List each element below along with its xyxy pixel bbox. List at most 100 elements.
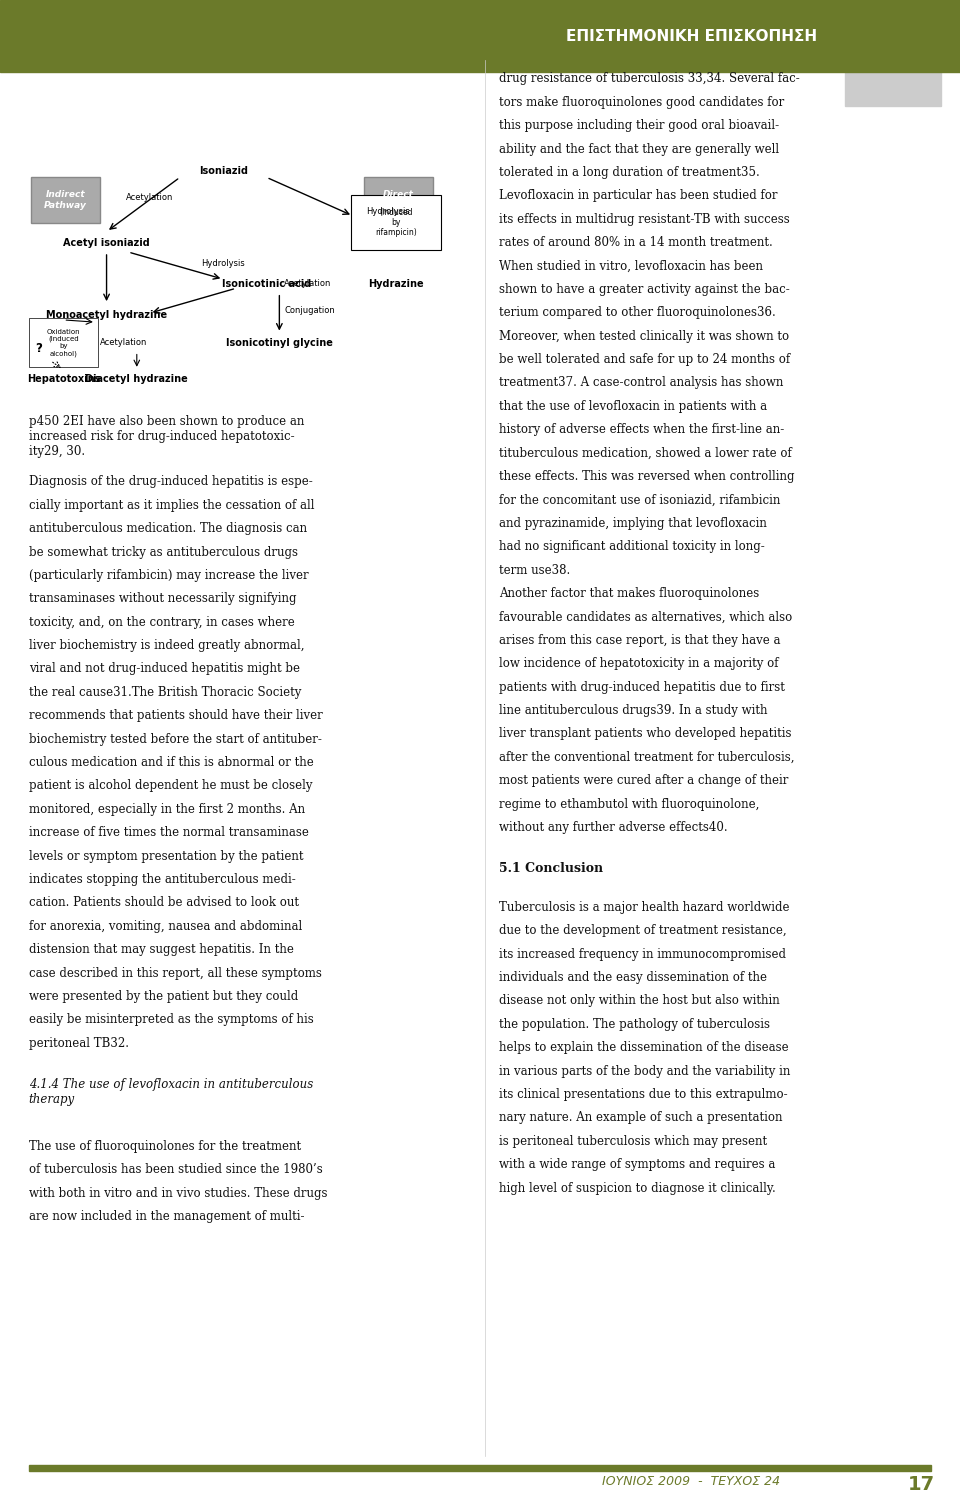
Text: the population. The pathology of tuberculosis: the population. The pathology of tubercu… bbox=[499, 1019, 770, 1031]
Text: tituberculous medication, showed a lower rate of: tituberculous medication, showed a lower… bbox=[499, 447, 792, 460]
Text: p450 2EI have also been shown to produce an
increased risk for drug-induced hepa: p450 2EI have also been shown to produce… bbox=[29, 415, 304, 457]
Text: drug resistance of tuberculosis 33,34. Several fac-: drug resistance of tuberculosis 33,34. S… bbox=[499, 72, 800, 86]
Text: line antituberculous drugs39. In a study with: line antituberculous drugs39. In a study… bbox=[499, 703, 768, 717]
Text: individuals and the easy dissemination of the: individuals and the easy dissemination o… bbox=[499, 972, 767, 984]
Text: term use38.: term use38. bbox=[499, 564, 570, 576]
Text: most patients were cured after a change of their: most patients were cured after a change … bbox=[499, 774, 788, 788]
Text: 17: 17 bbox=[908, 1476, 935, 1494]
Text: arises from this case report, is that they have a: arises from this case report, is that th… bbox=[499, 634, 780, 647]
Text: patients with drug-induced hepatitis due to first: patients with drug-induced hepatitis due… bbox=[499, 681, 785, 694]
Text: its clinical presentations due to this extrapulmo-: its clinical presentations due to this e… bbox=[499, 1088, 788, 1102]
Text: (particularly rifambicin) may increase the liver: (particularly rifambicin) may increase t… bbox=[29, 569, 308, 582]
Text: are now included in the management of multi-: are now included in the management of mu… bbox=[29, 1210, 304, 1224]
Text: of tuberculosis has been studied since the 1980’s: of tuberculosis has been studied since t… bbox=[29, 1163, 323, 1177]
Text: and pyrazinamide, implying that levofloxacin: and pyrazinamide, implying that levoflox… bbox=[499, 516, 767, 530]
Text: favourable candidates as alternatives, which also: favourable candidates as alternatives, w… bbox=[499, 611, 792, 623]
Text: Isoniazid: Isoniazid bbox=[199, 166, 248, 175]
Text: antituberculous medication. The diagnosis can: antituberculous medication. The diagnosi… bbox=[29, 522, 307, 536]
FancyBboxPatch shape bbox=[29, 317, 98, 367]
Text: 5.1 Conclusion: 5.1 Conclusion bbox=[499, 863, 603, 875]
Text: were presented by the patient but they could: were presented by the patient but they c… bbox=[29, 990, 298, 1003]
Bar bbox=[0, 0, 960, 72]
Text: is peritoneal tuberculosis which may present: is peritoneal tuberculosis which may pre… bbox=[499, 1135, 767, 1148]
Text: increase of five times the normal transaminase: increase of five times the normal transa… bbox=[29, 825, 309, 839]
Text: rates of around 80% in a 14 month treatment.: rates of around 80% in a 14 month treatm… bbox=[499, 237, 773, 249]
Text: Conjugation: Conjugation bbox=[284, 306, 335, 315]
Text: peritoneal TB32.: peritoneal TB32. bbox=[29, 1037, 129, 1050]
Text: (Induced
by
rifampicin): (Induced by rifampicin) bbox=[375, 208, 417, 237]
Text: these effects. This was reversed when controlling: these effects. This was reversed when co… bbox=[499, 471, 795, 483]
Text: Monoacetyl hydrazine: Monoacetyl hydrazine bbox=[46, 311, 167, 320]
FancyBboxPatch shape bbox=[31, 177, 100, 222]
Text: had no significant additional toxicity in long-: had no significant additional toxicity i… bbox=[499, 540, 765, 554]
Text: Acetylation: Acetylation bbox=[100, 338, 148, 347]
Text: Hydrolysis: Hydrolysis bbox=[366, 207, 410, 216]
Text: tors make fluoroquinolones good candidates for: tors make fluoroquinolones good candidat… bbox=[499, 97, 784, 109]
Text: liver biochemistry is indeed greatly abnormal,: liver biochemistry is indeed greatly abn… bbox=[29, 640, 304, 652]
Text: Levofloxacin in particular has been studied for: Levofloxacin in particular has been stud… bbox=[499, 189, 778, 202]
Text: shown to have a greater activity against the bac-: shown to have a greater activity against… bbox=[499, 284, 790, 296]
Text: treatment37. A case-control analysis has shown: treatment37. A case-control analysis has… bbox=[499, 376, 783, 389]
Text: Hydrazine: Hydrazine bbox=[369, 279, 423, 288]
Text: liver transplant patients who developed hepatitis: liver transplant patients who developed … bbox=[499, 727, 792, 741]
Text: for the concomitant use of isoniazid, rifambicin: for the concomitant use of isoniazid, ri… bbox=[499, 493, 780, 507]
Text: be well tolerated and safe for up to 24 months of: be well tolerated and safe for up to 24 … bbox=[499, 353, 790, 367]
Text: that the use of levofloxacin in patients with a: that the use of levofloxacin in patients… bbox=[499, 400, 767, 413]
Text: ?: ? bbox=[36, 341, 42, 355]
Text: levels or symptom presentation by the patient: levels or symptom presentation by the pa… bbox=[29, 850, 303, 863]
Text: disease not only within the host but also within: disease not only within the host but als… bbox=[499, 994, 780, 1008]
Text: after the conventional treatment for tuberculosis,: after the conventional treatment for tub… bbox=[499, 751, 795, 764]
FancyBboxPatch shape bbox=[364, 177, 433, 222]
Text: Isonicotinyl glycine: Isonicotinyl glycine bbox=[226, 338, 333, 347]
Text: cation. Patients should be advised to look out: cation. Patients should be advised to lo… bbox=[29, 896, 299, 910]
Text: Isonicotinic acid: Isonicotinic acid bbox=[222, 279, 311, 288]
Text: Diacetyl hydrazine: Diacetyl hydrazine bbox=[85, 374, 188, 383]
Text: due to the development of treatment resistance,: due to the development of treatment resi… bbox=[499, 924, 787, 937]
Text: high level of suspicion to diagnose it clinically.: high level of suspicion to diagnose it c… bbox=[499, 1182, 776, 1195]
Text: ability and the fact that they are generally well: ability and the fact that they are gener… bbox=[499, 143, 780, 155]
Text: easily be misinterpreted as the symptoms of his: easily be misinterpreted as the symptoms… bbox=[29, 1014, 314, 1026]
Text: ΙΟΥΝΙΟΣ 2009  -  ΤΕΥΧΟΣ 24: ΙΟΥΝΙΟΣ 2009 - ΤΕΥΧΟΣ 24 bbox=[602, 1476, 780, 1488]
Text: Diagnosis of the drug-induced hepatitis is espe-: Diagnosis of the drug-induced hepatitis … bbox=[29, 475, 313, 489]
Text: indicates stopping the antituberculous medi-: indicates stopping the antituberculous m… bbox=[29, 872, 296, 886]
Text: culous medication and if this is abnormal or the: culous medication and if this is abnorma… bbox=[29, 756, 314, 770]
Text: biochemistry tested before the start of antituber-: biochemistry tested before the start of … bbox=[29, 732, 322, 745]
Text: without any further adverse effects40.: without any further adverse effects40. bbox=[499, 821, 728, 834]
Text: tolerated in a long duration of treatment35.: tolerated in a long duration of treatmen… bbox=[499, 166, 760, 180]
Text: patient is alcohol dependent he must be closely: patient is alcohol dependent he must be … bbox=[29, 779, 312, 792]
Text: nary nature. An example of such a presentation: nary nature. An example of such a presen… bbox=[499, 1111, 782, 1124]
Text: Acetyl isoniazid: Acetyl isoniazid bbox=[63, 238, 150, 247]
Text: 4.1.4 The use of levofloxacin in antituberculous
therapy: 4.1.4 The use of levofloxacin in antitub… bbox=[29, 1077, 313, 1106]
Text: the real cause31.The British Thoracic Society: the real cause31.The British Thoracic So… bbox=[29, 685, 301, 699]
Text: be somewhat tricky as antituberculous drugs: be somewhat tricky as antituberculous dr… bbox=[29, 545, 298, 558]
Text: Tuberculosis is a major health hazard worldwide: Tuberculosis is a major health hazard wo… bbox=[499, 901, 790, 914]
Text: Acetylation: Acetylation bbox=[126, 193, 174, 202]
Text: for anorexia, vomiting, nausea and abdominal: for anorexia, vomiting, nausea and abdom… bbox=[29, 919, 302, 933]
Text: regime to ethambutol with fluoroquinolone,: regime to ethambutol with fluoroquinolon… bbox=[499, 797, 759, 810]
Text: Oxidation
(Induced
by
alcohol): Oxidation (Induced by alcohol) bbox=[46, 329, 81, 356]
Text: helps to explain the dissemination of the disease: helps to explain the dissemination of th… bbox=[499, 1041, 789, 1055]
Bar bbox=[845, 0, 941, 106]
Text: When studied in vitro, levofloxacin has been: When studied in vitro, levofloxacin has … bbox=[499, 260, 763, 273]
Text: Another factor that makes fluoroquinolones: Another factor that makes fluoroquinolon… bbox=[499, 587, 759, 601]
Text: recommends that patients should have their liver: recommends that patients should have the… bbox=[29, 709, 323, 723]
Text: Hydrolysis: Hydrolysis bbox=[202, 260, 245, 267]
Text: Acetylation: Acetylation bbox=[284, 279, 331, 288]
Text: case described in this report, all these symptoms: case described in this report, all these… bbox=[29, 966, 322, 979]
Text: toxicity, and, on the contrary, in cases where: toxicity, and, on the contrary, in cases… bbox=[29, 616, 295, 629]
Text: viral and not drug-induced hepatitis might be: viral and not drug-induced hepatitis mig… bbox=[29, 662, 300, 676]
Text: Moreover, when tested clinically it was shown to: Moreover, when tested clinically it was … bbox=[499, 330, 789, 343]
Text: its increased frequency in immunocompromised: its increased frequency in immunocomprom… bbox=[499, 948, 786, 961]
Text: in various parts of the body and the variability in: in various parts of the body and the var… bbox=[499, 1065, 791, 1077]
Text: history of adverse effects when the first-line an-: history of adverse effects when the firs… bbox=[499, 423, 784, 436]
Text: The use of fluoroquinolones for the treatment: The use of fluoroquinolones for the trea… bbox=[29, 1141, 300, 1153]
Text: with both in vitro and in vivo studies. These drugs: with both in vitro and in vivo studies. … bbox=[29, 1186, 327, 1200]
FancyBboxPatch shape bbox=[350, 196, 442, 249]
Bar bbox=[29, 1465, 931, 1471]
Text: Direct
Pathway: Direct Pathway bbox=[376, 190, 420, 210]
Text: transaminases without necessarily signifying: transaminases without necessarily signif… bbox=[29, 592, 297, 605]
Text: distension that may suggest hepatitis. In the: distension that may suggest hepatitis. I… bbox=[29, 943, 294, 957]
Text: monitored, especially in the first 2 months. An: monitored, especially in the first 2 mon… bbox=[29, 803, 305, 816]
Text: Indirect
Pathway: Indirect Pathway bbox=[44, 190, 87, 210]
Text: its effects in multidrug resistant-TB with success: its effects in multidrug resistant-TB wi… bbox=[499, 213, 790, 226]
